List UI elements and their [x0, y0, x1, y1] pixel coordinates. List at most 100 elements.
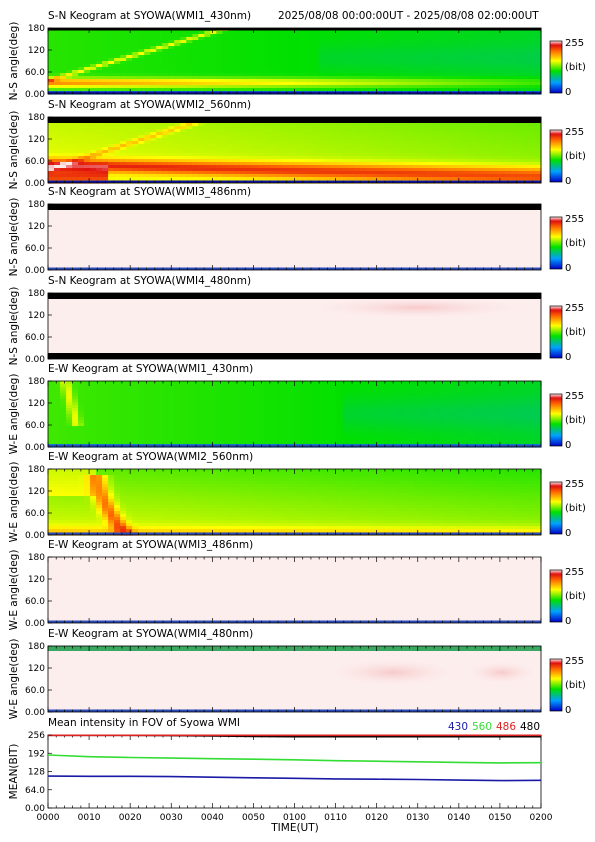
colorbar-min-label: 0 — [565, 705, 571, 716]
x-tick-label: 0150 — [488, 813, 511, 823]
y-tick-label: 0.00 — [25, 355, 45, 365]
y-axis-label: W-E angle(deg) — [8, 462, 20, 543]
colorbar: 255 (bit) 0 — [549, 479, 586, 539]
x-tick-label: 0020 — [119, 813, 142, 823]
colorbar-max-label: 255 — [565, 303, 584, 314]
colorbar-ramp — [549, 481, 563, 535]
colorbar-unit-label: (bit) — [565, 415, 586, 426]
colorbar-min-label: 0 — [565, 440, 571, 451]
y-axis-label: MEAN(BIT) — [8, 744, 20, 800]
y-tick-label: 60.0 — [25, 68, 45, 78]
colorbar-max-label: 255 — [565, 567, 584, 578]
panel-title: Mean intensity in FOV of Syowa WMI — [48, 717, 240, 729]
panel-frame — [47, 734, 542, 809]
colorbar-max-label: 255 — [565, 391, 584, 402]
colorbar-max-label: 255 — [565, 127, 584, 138]
y-tick-label: 120 — [28, 664, 45, 674]
panel-title: E-W Keogram at SYOWA(WMI3_486nm) — [48, 539, 253, 551]
x-axis-label: TIME(UT) — [270, 822, 319, 834]
y-tick-label: 60.0 — [25, 157, 45, 167]
legend-entry-486: 486 — [496, 721, 516, 733]
y-tick-label: 180 — [28, 289, 45, 299]
y-tick-label: 120 — [28, 311, 45, 321]
colorbar: 255 (bit) 0 — [549, 303, 586, 363]
colorbar-unit-label: (bit) — [565, 151, 586, 162]
keogram-panel-6: E-W Keogram at SYOWA(WMI2_560nm)180 120 60… — [8, 451, 586, 542]
y-tick-label: 120 — [28, 575, 45, 585]
colorbar-ramp — [549, 129, 563, 183]
keogram-panel-8: E-W Keogram at SYOWA(WMI4_480nm)180 120 60… — [8, 628, 586, 719]
panel-title: S-N Keogram at SYOWA(WMI1_430nm) — [48, 10, 251, 22]
y-tick-label: 192 — [28, 749, 45, 759]
colorbar-ramp — [549, 305, 563, 359]
y-tick-label: 180 — [28, 465, 45, 475]
colorbar-min-label: 0 — [565, 616, 571, 627]
y-tick-label: 0.00 — [25, 708, 45, 718]
y-tick-label: 180 — [28, 553, 45, 563]
y-axis-label: N-S angle(deg) — [8, 287, 20, 366]
y-tick-label: 60.0 — [25, 333, 45, 343]
y-tick-label: 60.0 — [25, 686, 45, 696]
y-axis-label: W-E angle(deg) — [8, 374, 20, 455]
x-tick-label: 0130 — [406, 813, 429, 823]
y-axis-label: N-S angle(deg) — [8, 198, 20, 277]
colorbar-min-label: 0 — [565, 87, 571, 98]
y-tick-label: 120 — [28, 222, 45, 232]
y-tick-label: 0.00 — [25, 266, 45, 276]
colorbar: 255 (bit) 0 — [549, 567, 586, 627]
y-tick-label: 64.0 — [25, 786, 45, 796]
colorbar: 255 (bit) 0 — [549, 38, 586, 98]
y-tick-label: 180 — [28, 200, 45, 210]
keogram-panel-1: S-N Keogram at SYOWA(WMI1_430nm)180 120 60… — [8, 10, 586, 100]
colorbar-unit-label: (bit) — [565, 62, 586, 73]
y-tick-label: 0.00 — [25, 804, 45, 814]
x-tick-label: 0100 — [283, 813, 306, 823]
time-range-label: 2025/08/08 00:00:00UT - 2025/08/08 02:00… — [278, 10, 539, 22]
y-tick-label: 0.00 — [25, 531, 45, 541]
x-tick-label: 0110 — [324, 813, 347, 823]
colorbar: 255 (bit) 0 — [549, 391, 586, 451]
y-axis-label: W-E angle(deg) — [8, 639, 20, 720]
panel-title: S-N Keogram at SYOWA(WMI3_486nm) — [48, 186, 251, 198]
x-tick-label: 0010 — [78, 813, 101, 823]
panel-title: S-N Keogram at SYOWA(WMI4_480nm) — [48, 275, 251, 287]
y-tick-label: 60.0 — [25, 421, 45, 431]
colorbar-ramp — [549, 658, 563, 712]
y-tick-label: 180 — [28, 377, 45, 387]
colorbar-unit-label: (bit) — [565, 591, 586, 602]
y-tick-label: 0.00 — [25, 179, 45, 189]
y-axis-label: N-S angle(deg) — [8, 111, 20, 190]
colorbar-unit-label: (bit) — [565, 327, 586, 338]
mean-intensity-panel: Mean intensity in FOV of Syowa WMI 430 560… — [8, 717, 542, 814]
y-tick-label: 60.0 — [25, 509, 45, 519]
panel-title: S-N Keogram at SYOWA(WMI2_560nm) — [48, 99, 251, 111]
y-tick-label: 120 — [28, 399, 45, 409]
colorbar-max-label: 255 — [565, 38, 584, 49]
y-tick-label: 0.00 — [25, 90, 45, 100]
colorbar-max-label: 255 — [565, 656, 584, 667]
x-tick-label: 0120 — [365, 813, 388, 823]
y-tick-label: 120 — [28, 135, 45, 145]
y-tick-label: 0.00 — [25, 619, 45, 629]
colorbar: 255 (bit) 0 — [549, 214, 586, 274]
x-tick-label: 0050 — [242, 813, 265, 823]
colorbar: 255 (bit) 0 — [549, 127, 586, 187]
y-tick-label: 60.0 — [25, 597, 45, 607]
y-tick-label: 180 — [28, 113, 45, 123]
colorbar-max-label: 255 — [565, 214, 584, 225]
x-tick-label: 0040 — [201, 813, 224, 823]
colorbar-unit-label: (bit) — [565, 680, 586, 691]
colorbar-ramp — [549, 393, 563, 447]
y-tick-label: 60.0 — [25, 244, 45, 254]
colorbar-ramp — [549, 40, 563, 94]
y-tick-label: 256 — [28, 731, 45, 741]
colorbar-unit-label: (bit) — [565, 238, 586, 249]
panel-title: E-W Keogram at SYOWA(WMI4_480nm) — [48, 628, 253, 640]
keogram-panel-3: S-N Keogram at SYOWA(WMI3_486nm)180 120 60… — [8, 186, 586, 276]
keogram-panel-7: E-W Keogram at SYOWA(WMI3_486nm)180 120 60… — [8, 539, 586, 630]
legend-entry-560: 560 — [472, 721, 492, 733]
colorbar-min-label: 0 — [565, 352, 571, 363]
colorbar-min-label: 0 — [565, 176, 571, 187]
y-tick-label: 120 — [28, 487, 45, 497]
colorbar-ramp — [549, 216, 563, 270]
